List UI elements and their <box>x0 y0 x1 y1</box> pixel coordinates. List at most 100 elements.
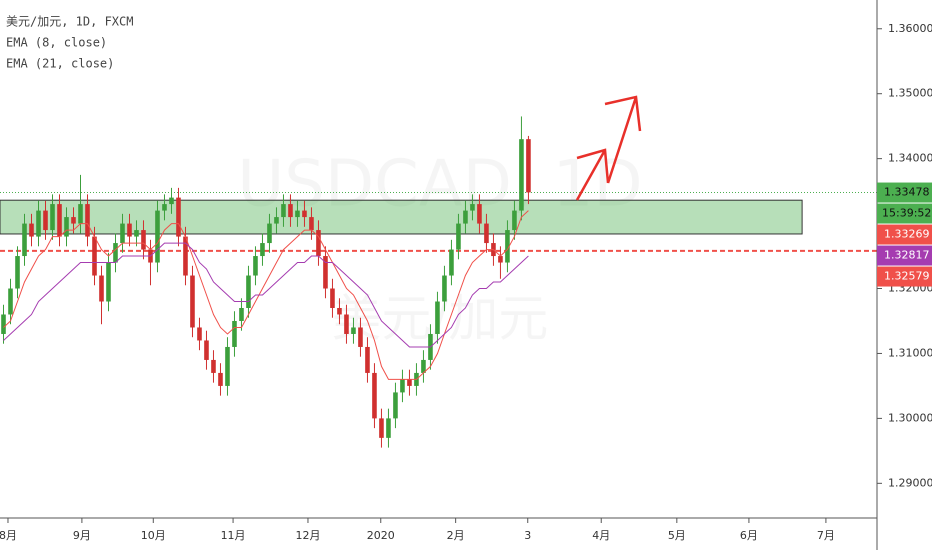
candle-body <box>449 249 454 276</box>
candle-body <box>162 204 167 211</box>
candle-body <box>71 217 76 224</box>
ema-line <box>3 210 529 380</box>
x-tick-label: 6月 <box>740 529 758 542</box>
candle-body <box>218 372 223 386</box>
y-tick-label: 1.35000 <box>888 87 932 100</box>
candle-body <box>309 217 314 231</box>
candle-body <box>526 139 531 193</box>
chart-title: 美元/加元, 1D, FXCM <box>6 15 133 29</box>
candle-body <box>477 204 482 224</box>
candle-body <box>57 204 62 237</box>
candle-body <box>400 379 405 393</box>
candle-body <box>456 223 461 250</box>
x-tick-label: 7月 <box>817 529 835 542</box>
candle-body <box>330 288 335 308</box>
countdown-box <box>877 203 932 224</box>
arrow <box>575 148 610 201</box>
candle-body <box>239 307 244 321</box>
arrows <box>575 95 642 201</box>
candle-body <box>64 217 69 237</box>
candle-body <box>141 230 146 250</box>
candle-body <box>316 230 321 257</box>
candle-body <box>386 418 391 438</box>
candle-body <box>393 392 398 419</box>
candle-body <box>337 307 342 315</box>
candle-body <box>435 301 440 334</box>
x-tick-label: 10月 <box>141 529 166 542</box>
candle-body <box>421 359 426 373</box>
candle-body <box>253 256 258 276</box>
countdown: 15:39:52 <box>882 207 931 220</box>
legend-entry: EMA (21, close) <box>6 57 114 71</box>
candle-body <box>225 346 230 386</box>
candle-body <box>498 256 503 263</box>
candle-body <box>351 327 356 334</box>
candle-body <box>274 217 279 224</box>
candle-body <box>99 275 104 302</box>
x-tick-label: 2月 <box>447 529 465 542</box>
candle-body <box>1 314 6 334</box>
candle-body <box>183 236 188 276</box>
candle-body <box>470 204 475 211</box>
candle-body <box>106 262 111 302</box>
candle-body <box>85 204 90 237</box>
y-tick-label: 1.30000 <box>888 411 932 424</box>
x-tick-label: 5月 <box>668 529 686 542</box>
candle-body <box>8 288 13 315</box>
legend-entry: EMA (8, close) <box>6 36 107 50</box>
price-label: 1.33478 <box>884 186 930 199</box>
candle-body <box>127 223 132 237</box>
candle-body <box>155 210 160 263</box>
candle-body <box>288 204 293 218</box>
candle-body <box>36 210 41 237</box>
price-label-box <box>877 224 932 245</box>
candle-body <box>407 379 412 386</box>
candle-body <box>204 340 209 360</box>
candle-body <box>379 418 384 438</box>
x-tick-label: 12月 <box>295 529 320 542</box>
price-label: 1.33269 <box>884 228 930 241</box>
x-tick-label: 3 <box>524 529 531 542</box>
x-tick-label: 4月 <box>592 529 610 542</box>
candle-body <box>15 256 20 289</box>
price-label: 1.32817 <box>884 249 930 262</box>
x-tick-label: 11月 <box>221 529 246 542</box>
candle-body <box>295 210 300 218</box>
price-label-box <box>877 266 932 287</box>
y-tick-label: 1.34000 <box>888 152 932 165</box>
price-label-box <box>877 245 932 266</box>
candle-body <box>232 320 237 347</box>
candle-body <box>92 236 97 276</box>
candle-body <box>190 275 195 328</box>
candle-body <box>246 275 251 308</box>
price-label: 1.32579 <box>884 270 930 283</box>
candle-body <box>267 223 272 244</box>
candle-body <box>442 275 447 302</box>
candle-body <box>365 346 370 373</box>
plot-area <box>0 116 877 448</box>
candle-body <box>281 204 286 218</box>
candle-body <box>463 210 468 224</box>
arrow <box>604 95 642 184</box>
candle-body <box>134 230 139 237</box>
candle-body <box>197 327 202 341</box>
x-tick-label: 2020 <box>367 529 395 542</box>
candle-body <box>484 223 489 244</box>
candle-body <box>43 210 48 231</box>
candle-body <box>512 210 517 231</box>
candle-body <box>211 359 216 373</box>
candle-body <box>78 204 83 224</box>
candle-body <box>29 223 34 237</box>
candle-body <box>372 372 377 419</box>
candle-body <box>120 223 125 244</box>
candle-body <box>260 243 265 257</box>
ema-line <box>3 242 529 348</box>
candle-body <box>176 197 181 237</box>
candle-body <box>22 223 27 257</box>
candle-body <box>169 197 174 205</box>
candle-body <box>302 210 307 218</box>
x-tick-label: 8月 <box>0 529 17 542</box>
candle-body <box>323 256 328 289</box>
candle-body <box>113 243 118 263</box>
